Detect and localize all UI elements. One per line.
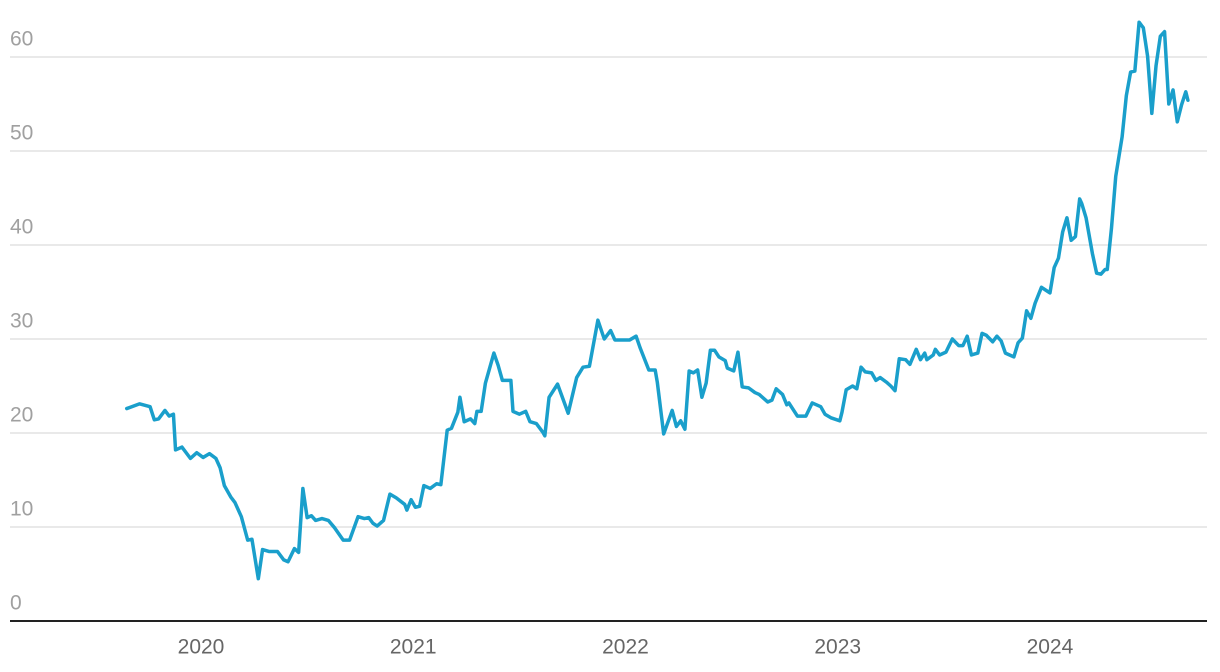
price-line	[124, 20, 1190, 581]
y-tick-label: 60	[10, 28, 33, 51]
y-tick-label: 0	[10, 592, 22, 615]
y-tick-label: 30	[10, 310, 33, 333]
x-tick-label: 2024	[1027, 636, 1074, 659]
y-tick-label: 50	[10, 122, 33, 145]
x-tick-label: 2023	[814, 636, 861, 659]
x-tick-label: 2020	[178, 636, 225, 659]
x-tick-label: 2022	[602, 636, 649, 659]
y-tick-label: 20	[10, 404, 33, 427]
y-tick-label: 40	[10, 216, 33, 239]
y-tick-label: 10	[10, 498, 33, 521]
x-tick-label: 2021	[390, 636, 437, 659]
